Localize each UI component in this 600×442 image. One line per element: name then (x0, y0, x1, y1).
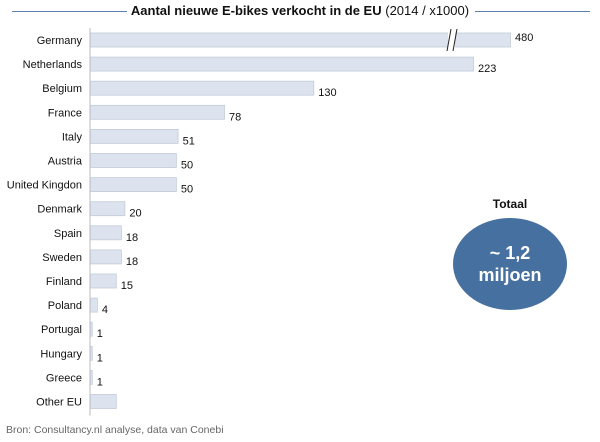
bar-austria (90, 153, 177, 168)
bar-portugal (90, 321, 93, 337)
data-label: 223 (478, 63, 496, 75)
bar-sweden (90, 249, 122, 265)
bar-netherlands (90, 56, 474, 72)
data-label: 50 (181, 160, 193, 172)
bar-italy (90, 128, 179, 144)
total-bubble: ~ 1,2 miljoen (453, 218, 567, 310)
data-label: 1 (97, 352, 103, 364)
bar-poland (90, 297, 98, 313)
category-label: Netherlands (23, 59, 83, 71)
data-label: 78 (229, 111, 241, 123)
category-label: United Kingdon (7, 180, 82, 192)
data-label: 1 (97, 376, 103, 388)
title-rule-right (475, 11, 590, 12)
total-value: ~ 1,2 (489, 243, 531, 263)
total-label: Totaal (492, 197, 528, 211)
title-subtitle: (2014 / x1000) (385, 3, 470, 18)
data-label: 480 (515, 32, 533, 44)
axis-break-gap (448, 31, 455, 49)
bar-hungary (90, 345, 93, 361)
category-label: Finland (46, 276, 82, 288)
source-note: Bron: Consultancy.nl analyse, data van C… (6, 424, 224, 436)
category-label: Belgium (42, 83, 82, 95)
category-label: Italy (62, 131, 83, 143)
bar-greece (90, 369, 93, 385)
category-label: Sweden (42, 252, 82, 264)
bar-denmark (90, 201, 126, 217)
data-label: 51 (183, 135, 195, 147)
bar-spain (90, 225, 122, 241)
category-label: France (48, 107, 82, 119)
data-label: 15 (121, 280, 133, 292)
title-rule-left (12, 11, 127, 12)
data-label: 18 (126, 232, 138, 244)
data-label: 1 (97, 328, 103, 340)
bar-other-eu (90, 394, 117, 409)
axis-break-mark (446, 28, 452, 52)
bar-france (90, 104, 225, 120)
title-main: Aantal nieuwe E-bikes verkocht in de EU (130, 3, 382, 18)
category-label: Spain (54, 228, 82, 240)
data-label: 130 (318, 87, 336, 99)
category-label: Other EU (36, 397, 82, 409)
total-unit: miljoen (478, 265, 542, 285)
bar-belgium (90, 80, 315, 96)
data-label: 4 (102, 304, 108, 316)
category-label: Denmark (37, 204, 82, 216)
category-label: Poland (48, 300, 82, 312)
data-label: 50 (181, 184, 193, 196)
bar-germany (90, 32, 511, 48)
category-label: Greece (46, 372, 82, 384)
bar-finland (90, 273, 117, 289)
data-label: 18 (126, 256, 138, 268)
data-label: 20 (129, 208, 141, 220)
bar-united-kingdon (90, 177, 177, 193)
chart-title: Aantal nieuwe E-bikes verkocht in de EU … (0, 3, 600, 18)
axis-break-mark (452, 28, 458, 52)
category-label: Portugal (41, 324, 82, 336)
category-label: Hungary (40, 348, 82, 360)
category-label: Austria (48, 156, 83, 168)
category-label: Germany (37, 35, 83, 47)
